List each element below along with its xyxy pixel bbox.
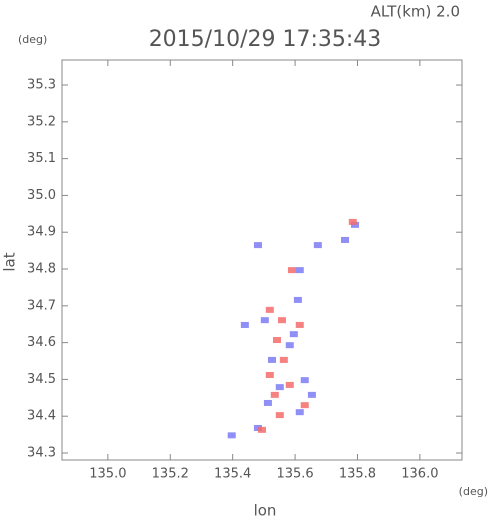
x-tick-label: 135.2 — [152, 467, 189, 482]
echo-cell — [300, 377, 309, 384]
y-tick-label: 34.9 — [27, 225, 56, 240]
echo-cell — [295, 409, 304, 416]
y-tick-label: 34.3 — [27, 446, 56, 461]
y-tick-label: 34.7 — [27, 298, 56, 313]
echo-cell — [253, 424, 262, 431]
x-unit: (deg) — [459, 485, 488, 498]
echo-cell — [285, 342, 294, 349]
x-tick-label: 136.0 — [401, 467, 438, 482]
y-axis-label: lat — [1, 252, 19, 271]
echo-cell — [272, 337, 281, 344]
y-tick-label: 35.0 — [27, 188, 56, 203]
chart-title: 2015/10/29 17:35:43 — [149, 27, 382, 52]
echo-cell — [263, 399, 272, 406]
echo-cell — [285, 381, 294, 388]
altitude-label: ALT(km) 2.0 — [371, 3, 460, 21]
echo-cell — [300, 402, 309, 409]
echo-cell — [275, 384, 284, 391]
x-tick-label: 135.4 — [214, 467, 251, 482]
echo-cell — [275, 412, 284, 419]
y-tick-label: 35.1 — [27, 151, 56, 166]
echo-cell — [253, 242, 262, 249]
y-unit: (deg) — [18, 33, 47, 46]
x-tick-label: 135.8 — [339, 467, 376, 482]
echo-cell — [270, 391, 279, 398]
echo-cell — [295, 267, 304, 274]
y-tick-label: 35.2 — [27, 114, 56, 129]
x-tick-label: 135.6 — [276, 467, 313, 482]
echo-cell — [279, 356, 288, 363]
y-tick-label: 34.8 — [27, 262, 56, 277]
echo-cell — [289, 331, 298, 338]
y-tick-label: 34.4 — [27, 409, 56, 424]
x-tick-label: 135.0 — [89, 467, 126, 482]
y-tick-label: 35.3 — [27, 78, 56, 93]
echo-cell — [240, 321, 249, 328]
echo-cell — [295, 321, 304, 328]
echo-cell — [265, 306, 274, 313]
echo-cell — [265, 371, 274, 378]
echo-cell — [277, 317, 286, 324]
echo-cell — [287, 267, 296, 274]
x-axis-label: lon — [254, 502, 277, 520]
echo-cell — [258, 426, 266, 433]
echo-cell — [267, 356, 276, 363]
y-tick-label: 34.5 — [27, 372, 56, 387]
echo-cell — [348, 218, 357, 225]
echo-cell — [313, 242, 322, 249]
echo-cell — [227, 432, 236, 439]
echo-cell — [340, 236, 349, 243]
y-tick-label: 34.6 — [27, 335, 56, 350]
echo-cell — [307, 391, 316, 398]
echo-cell — [260, 317, 269, 324]
plot-frame — [61, 59, 463, 461]
echo-cell — [293, 296, 302, 303]
